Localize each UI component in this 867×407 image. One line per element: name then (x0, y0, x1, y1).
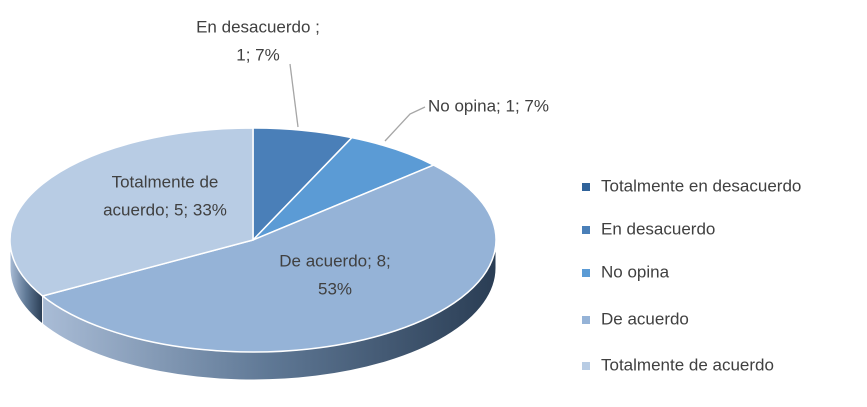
legend-label: No opina (601, 262, 670, 281)
legend-label: Totalmente en desacuerdo (601, 176, 801, 195)
data-labels: En desacuerdo ; 1; 7% No opina; 1; 7% De ac… (103, 17, 549, 298)
legend-label: De acuerdo (601, 309, 689, 328)
leader-line (289, 63, 299, 128)
data-label: Totalmente de (112, 172, 219, 191)
data-label: 1; 7% (236, 45, 279, 64)
legend-swatch (582, 183, 590, 191)
legend-label: En desacuerdo (601, 219, 715, 238)
legend-swatch (582, 269, 590, 277)
data-label: 53% (318, 279, 352, 298)
data-label: acuerdo; 5; 33% (103, 200, 227, 219)
legend: Totalmente en desacuerdo En desacuerdo No … (582, 176, 801, 374)
leader-line (384, 106, 426, 142)
data-label: No opina; 1; 7% (428, 96, 549, 115)
data-label: De acuerdo; 8; (279, 251, 391, 270)
pie-slice (9, 127, 254, 297)
legend-swatch (582, 316, 590, 324)
legend-label: Totalmente de acuerdo (601, 355, 774, 374)
pie-slice (40, 164, 497, 353)
pie-tops (9, 127, 497, 353)
data-label: En desacuerdo ; (196, 17, 320, 36)
legend-swatch (582, 226, 590, 234)
legend-swatch (582, 362, 590, 370)
